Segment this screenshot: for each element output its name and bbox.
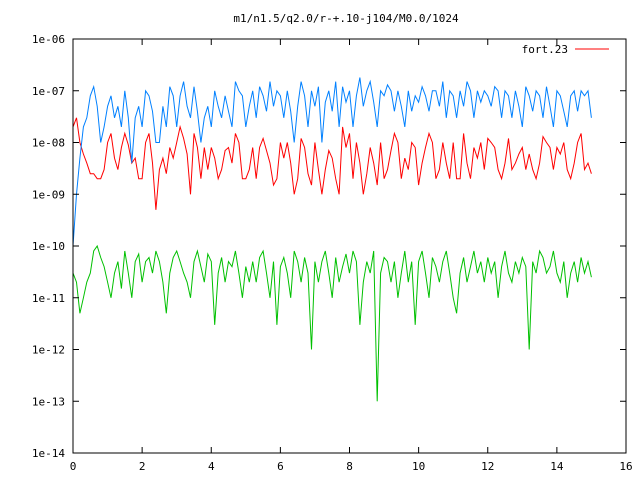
x-tick-label: 4 <box>208 460 215 473</box>
y-tick-label: 1e-13 <box>32 395 65 408</box>
x-tick-label: 16 <box>619 460 632 473</box>
y-tick-label: 1e-12 <box>32 344 65 357</box>
x-tick-label: 10 <box>412 460 425 473</box>
series-line-1 <box>72 117 592 210</box>
y-tick-label: 1e-07 <box>32 85 65 98</box>
x-axis: 0 2 4 6 8 10 12 14 16 <box>70 39 633 473</box>
x-tick-label: 6 <box>277 460 284 473</box>
series-line-2 <box>72 77 592 247</box>
y-tick-label: 1e-14 <box>32 447 65 460</box>
y-axis: 1e-06 1e-07 1e-08 1e-09 1e-10 1e-11 1e-12 1e-13… <box>32 33 626 460</box>
y-tick-label: 1e-08 <box>32 137 65 150</box>
y-tick-label: 1e-10 <box>32 240 65 253</box>
legend: fort.23 <box>522 43 609 56</box>
y-tick-label: 1e-09 <box>32 188 65 201</box>
y-tick-label: 1e-11 <box>32 292 65 305</box>
x-tick-label: 8 <box>346 460 353 473</box>
y-tick-label: 1e-06 <box>32 33 65 46</box>
series-layer <box>72 77 592 402</box>
x-tick-label: 12 <box>481 460 494 473</box>
x-tick-label: 0 <box>70 460 77 473</box>
chart-title: m1/n1.5/q2.0/r-+.10-j104/M0.0/1024 <box>233 12 459 25</box>
series-line-3 <box>72 244 592 402</box>
x-tick-label: 2 <box>139 460 146 473</box>
legend-label: fort.23 <box>522 43 568 56</box>
x-tick-label: 14 <box>550 460 564 473</box>
